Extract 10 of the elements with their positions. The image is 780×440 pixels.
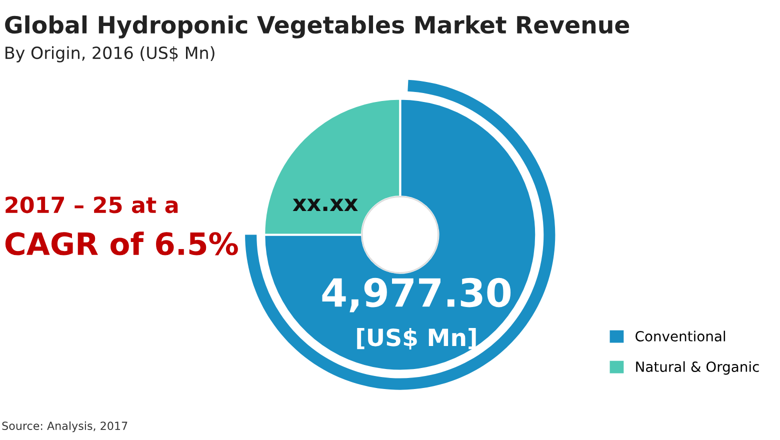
source-note: Source: Analysis, 2017 bbox=[2, 421, 128, 432]
text: CAGR of 6.5% bbox=[5, 232, 238, 256]
data-label: 4,977.30 [US$ Mn] bbox=[322, 278, 511, 350]
donut-slice bbox=[263, 98, 538, 372]
legend-label: Natural & Organic bbox=[636, 361, 759, 375]
text: By Origin, 2016 (US$ Mn) bbox=[6, 46, 214, 62]
legend-label: Conventional bbox=[636, 330, 726, 342]
chart-title: Global Hydroponic Vegetables Market Revenue bbox=[5, 15, 630, 38]
text: 2017 – 25 at a bbox=[6, 196, 178, 214]
data-label: xx.xx bbox=[292, 198, 358, 211]
